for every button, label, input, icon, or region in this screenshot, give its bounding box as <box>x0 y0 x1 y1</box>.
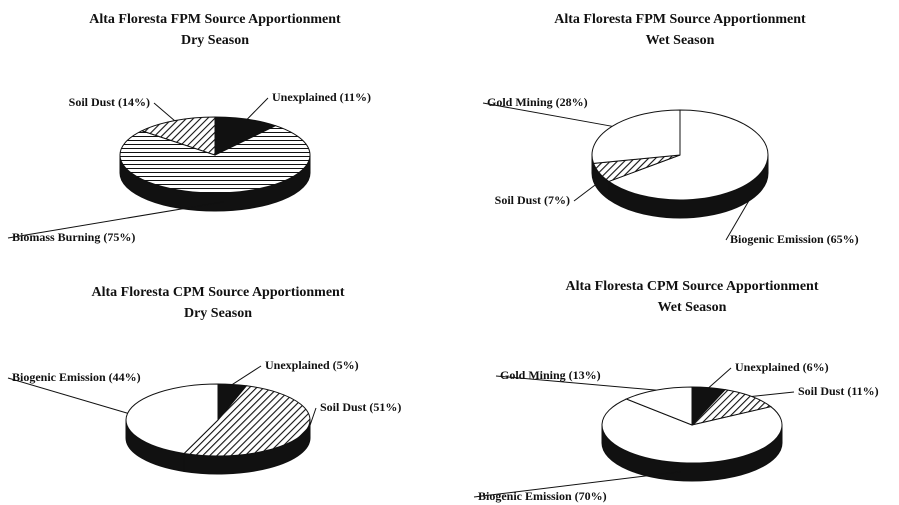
chart-title: Alta Floresta CPM Source Apportionment <box>565 279 818 294</box>
pie-slice <box>625 386 693 426</box>
slice-label: Soil Dust (51%) <box>320 400 401 414</box>
slice-label: Soil Dust (14%) <box>69 95 150 109</box>
chart-title: Alta Floresta FPM Source Apportionment <box>89 12 341 27</box>
slice-label: Biogenic Emission (65%) <box>730 232 859 246</box>
slice-label: Unexplained (11%) <box>272 90 371 104</box>
leader-line <box>495 375 657 391</box>
slice-label: Unexplained (6%) <box>735 360 829 374</box>
slice-label: Biogenic Emission (70%) <box>478 489 607 503</box>
chart-subtitle: Wet Season <box>646 33 715 48</box>
pie-slice <box>183 385 311 457</box>
pie-slice <box>119 125 311 194</box>
slice-label: Gold Mining (13%) <box>500 368 601 382</box>
leader-line <box>304 407 317 442</box>
chart-title: Alta Floresta CPM Source Apportionment <box>91 285 344 300</box>
leader-line <box>725 184 759 241</box>
chart-title: Alta Floresta FPM Source Apportionment <box>554 12 806 27</box>
slice-label: Biogenic Emission (44%) <box>12 370 141 384</box>
leader-line <box>708 367 732 389</box>
leader-line <box>573 181 600 202</box>
leader-line <box>482 102 613 127</box>
pie-slice <box>591 109 681 164</box>
slice-label: Gold Mining (28%) <box>487 95 588 109</box>
leader-line <box>751 391 795 397</box>
chart-subtitle: Dry Season <box>181 33 249 48</box>
slice-label: Biomass Burning (75%) <box>12 230 135 244</box>
leader-line <box>7 201 225 239</box>
pie-slice <box>607 109 769 201</box>
pie-slice <box>140 116 216 156</box>
leader-line <box>246 97 269 120</box>
pie-slice <box>125 383 219 455</box>
slice-label: Soil Dust (11%) <box>798 384 879 398</box>
slice-label: Soil Dust (7%) <box>495 193 570 207</box>
leader-line <box>473 471 681 498</box>
pie-slice <box>214 116 277 156</box>
pie-slice <box>601 398 783 464</box>
leader-line <box>7 377 128 414</box>
chart-subtitle: Wet Season <box>658 300 727 315</box>
leader-line <box>153 102 175 121</box>
slice-label: Unexplained (5%) <box>265 358 359 372</box>
chart-subtitle: Dry Season <box>184 306 252 321</box>
leader-line <box>232 365 262 385</box>
